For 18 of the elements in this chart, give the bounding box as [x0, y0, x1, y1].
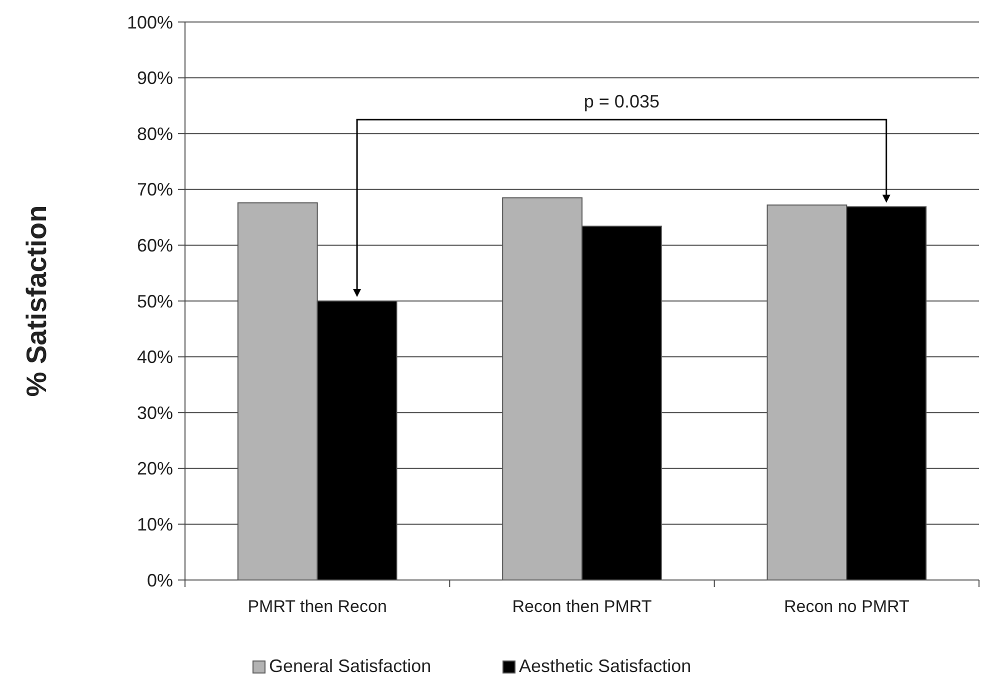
- y-tick-label: 0%: [146, 570, 173, 590]
- y-tick-label: 60%: [136, 236, 173, 256]
- x-tick-label: Recon then PMRT: [512, 597, 652, 616]
- y-tick-label: 40%: [136, 347, 173, 368]
- y-tick-label: 70%: [136, 180, 173, 200]
- legend-label: General Satisfaction: [269, 656, 432, 676]
- x-tick-label: PMRT then Recon: [248, 597, 387, 616]
- annotation: p = 0.035: [584, 92, 660, 112]
- y-tick-label: 30%: [136, 402, 173, 423]
- y-tick-label: 100%: [126, 12, 173, 32]
- y-tick-label: 10%: [136, 514, 173, 534]
- y-tick-label: 90%: [136, 68, 173, 88]
- y-tick-label: 50%: [136, 291, 173, 312]
- legend-label: Aesthetic Satisfaction: [519, 656, 692, 676]
- y-tick-label: 80%: [136, 124, 173, 144]
- x-tick-label: Recon no PMRT: [784, 597, 910, 616]
- y-axis-title: % Satisfaction: [21, 205, 52, 397]
- y-tick-label: 20%: [136, 458, 173, 479]
